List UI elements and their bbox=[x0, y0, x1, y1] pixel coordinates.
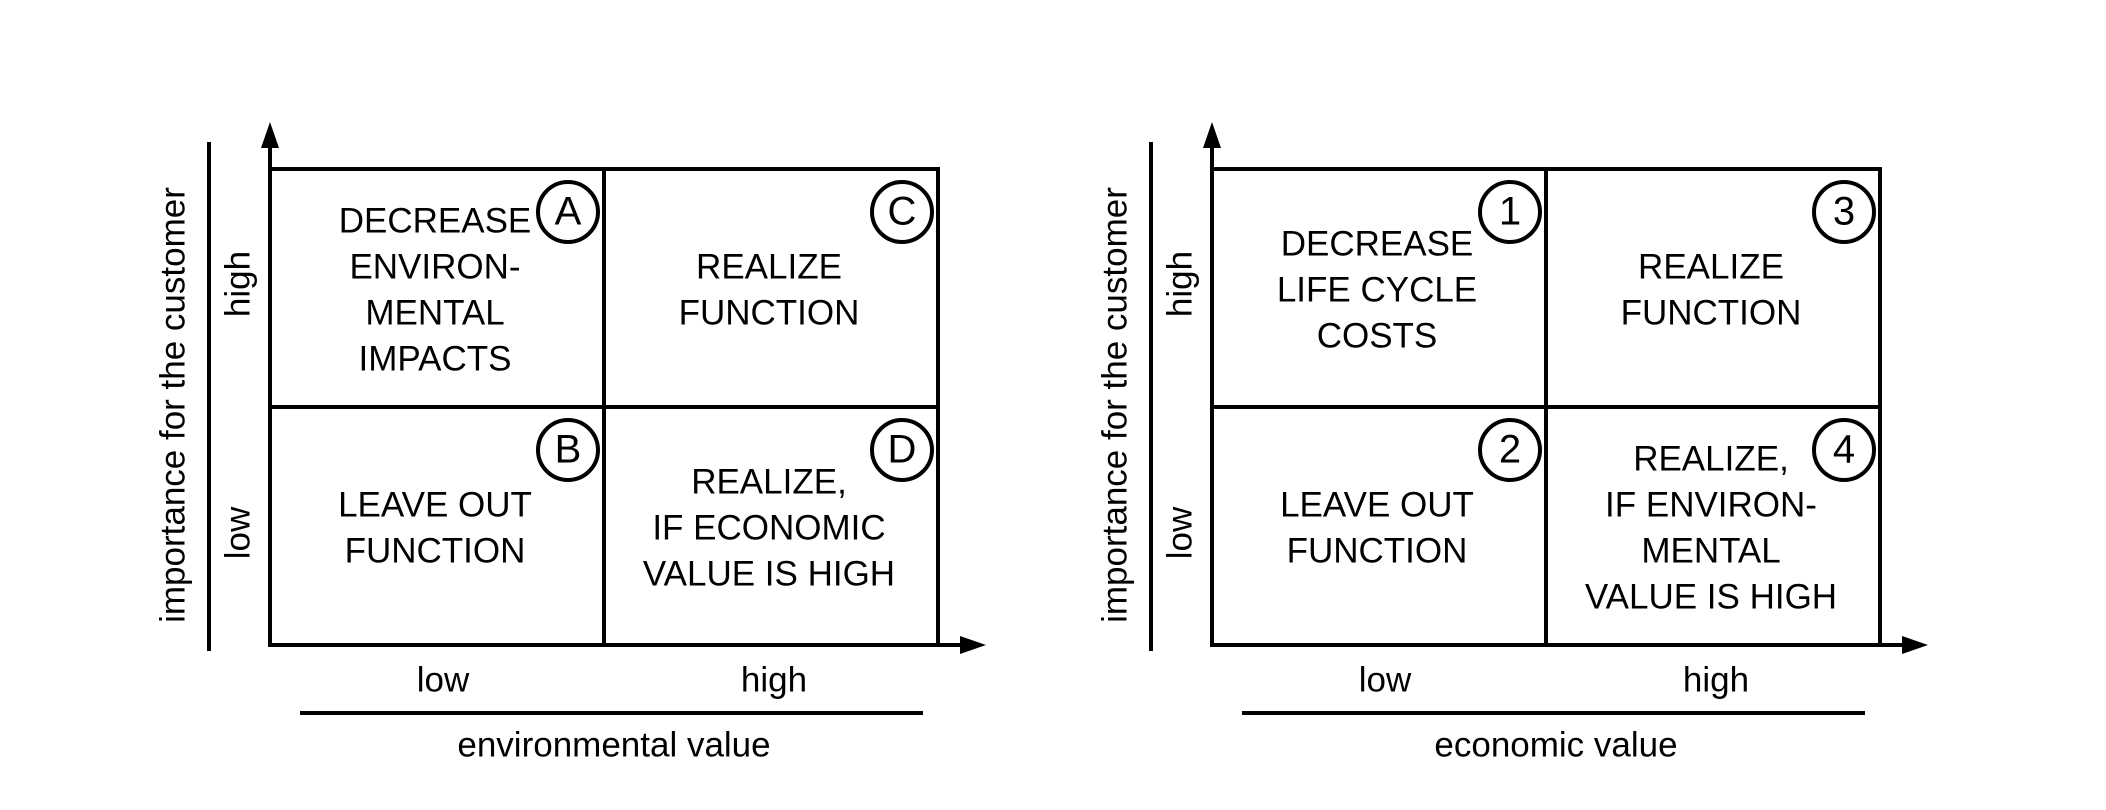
quadrant-text: ENVIRON- bbox=[349, 247, 520, 286]
quadrant-text: FUNCTION bbox=[679, 293, 860, 332]
arrow-head bbox=[1203, 122, 1221, 148]
marker-circle bbox=[536, 418, 600, 482]
quadrant-text: DECREASE bbox=[339, 201, 532, 240]
quadrant-text: MENTAL bbox=[365, 293, 504, 332]
x-axis-label: environmental value bbox=[457, 725, 770, 764]
quadrant-text: LEAVE OUT bbox=[1280, 485, 1474, 524]
marker-label: D bbox=[888, 428, 917, 472]
y-axis-label: importance for the customer bbox=[1095, 187, 1134, 623]
x-high-label: high bbox=[741, 660, 807, 699]
quadrant-text: LIFE CYCLE bbox=[1277, 270, 1477, 309]
matrix: importance for the customer high low low hig… bbox=[153, 122, 986, 764]
marker-circle bbox=[870, 180, 934, 244]
marker-label: 2 bbox=[1499, 428, 1521, 472]
marker-label: C bbox=[888, 190, 917, 234]
quadrant-text: FUNCTION bbox=[1287, 531, 1468, 570]
marker-circle bbox=[870, 418, 934, 482]
quadrant-text: REALIZE bbox=[1638, 247, 1784, 286]
x-axis-label: economic value bbox=[1434, 725, 1677, 764]
x-low-label: low bbox=[1359, 660, 1412, 699]
quadrant-text: FUNCTION bbox=[345, 531, 526, 570]
quadrant-text: FUNCTION bbox=[1621, 293, 1802, 332]
arrow-head bbox=[1902, 636, 1928, 654]
y-low-label: low bbox=[1160, 506, 1199, 559]
quadrant-text: VALUE IS HIGH bbox=[1585, 577, 1837, 616]
quadrant-text: MENTAL bbox=[1641, 531, 1780, 570]
marker-label: 1 bbox=[1499, 190, 1521, 234]
marker-circle bbox=[1478, 180, 1542, 244]
quadrant-text: REALIZE, bbox=[1633, 439, 1789, 478]
y-high-label: high bbox=[1160, 251, 1199, 317]
x-high-label: high bbox=[1683, 660, 1749, 699]
quadrant-text: COSTS bbox=[1317, 316, 1438, 355]
marker-label: 4 bbox=[1833, 428, 1855, 472]
quadrant-text: DECREASE bbox=[1281, 224, 1474, 263]
quadrant-text: REALIZE bbox=[696, 247, 842, 286]
marker-circle bbox=[1478, 418, 1542, 482]
x-low-label: low bbox=[417, 660, 470, 699]
y-axis-label: importance for the customer bbox=[153, 187, 192, 623]
quadrant-text: VALUE IS HIGH bbox=[643, 554, 895, 593]
quadrant-text: IF ECONOMIC bbox=[652, 508, 885, 547]
arrow-head bbox=[960, 636, 986, 654]
marker-label: B bbox=[555, 428, 582, 472]
marker-circle bbox=[536, 180, 600, 244]
y-high-label: high bbox=[218, 251, 257, 317]
quadrant-text: REALIZE, bbox=[691, 462, 847, 501]
arrow-head bbox=[261, 122, 279, 148]
quadrant-text: LEAVE OUT bbox=[338, 485, 532, 524]
marker-label: 3 bbox=[1833, 190, 1855, 234]
quadrant-text: IF ENVIRON- bbox=[1605, 485, 1817, 524]
marker-circle bbox=[1812, 418, 1876, 482]
marker-circle bbox=[1812, 180, 1876, 244]
quadrant-text: IMPACTS bbox=[359, 339, 512, 378]
marker-label: A bbox=[555, 190, 582, 234]
matrix: importance for the customer high low low hig… bbox=[1095, 122, 1928, 764]
y-low-label: low bbox=[218, 506, 257, 559]
